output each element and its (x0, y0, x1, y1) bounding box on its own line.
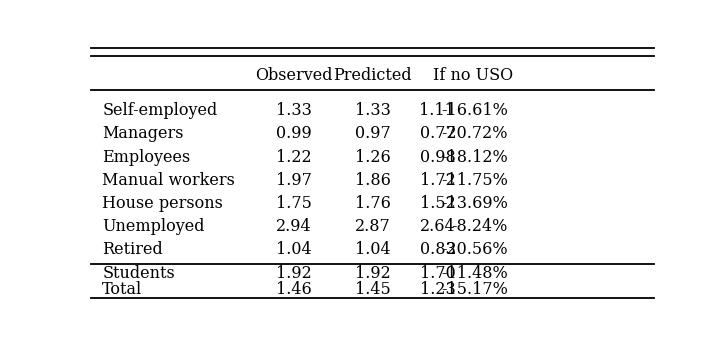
Text: 1.72: 1.72 (419, 172, 455, 189)
Text: 1.92: 1.92 (355, 265, 390, 281)
Text: 1.26: 1.26 (355, 149, 390, 166)
Text: 1.22: 1.22 (276, 149, 312, 166)
Text: -8.24%: -8.24% (451, 218, 508, 235)
Text: 1.52: 1.52 (419, 195, 455, 212)
Text: Unemployed: Unemployed (102, 218, 204, 235)
Text: 1.04: 1.04 (276, 241, 312, 258)
Text: 1.86: 1.86 (355, 172, 390, 189)
Text: 1.92: 1.92 (276, 265, 312, 281)
Text: 1.11: 1.11 (419, 102, 455, 119)
Text: 2.94: 2.94 (276, 218, 312, 235)
Text: -11.75%: -11.75% (441, 172, 508, 189)
Text: -20.72%: -20.72% (441, 126, 508, 143)
Text: 1.45: 1.45 (355, 281, 390, 299)
Text: 1.46: 1.46 (276, 281, 312, 299)
Text: -16.61%: -16.61% (441, 102, 508, 119)
Text: 0.99: 0.99 (276, 126, 312, 143)
Text: -11.48%: -11.48% (441, 265, 508, 281)
Text: 0.77: 0.77 (419, 126, 455, 143)
Text: 1.23: 1.23 (419, 281, 455, 299)
Text: -18.12%: -18.12% (441, 149, 508, 166)
Text: Students: Students (102, 265, 175, 281)
Text: House persons: House persons (102, 195, 223, 212)
Text: Managers: Managers (102, 126, 184, 143)
Text: 1.33: 1.33 (276, 102, 312, 119)
Text: 1.76: 1.76 (355, 195, 390, 212)
Text: 1.04: 1.04 (355, 241, 390, 258)
Text: 1.75: 1.75 (276, 195, 312, 212)
Text: If no USO: If no USO (433, 67, 513, 84)
Text: -13.69%: -13.69% (441, 195, 508, 212)
Text: Observed: Observed (255, 67, 332, 84)
Text: Predicted: Predicted (333, 67, 412, 84)
Text: Employees: Employees (102, 149, 190, 166)
Text: Total: Total (102, 281, 142, 299)
Text: Manual workers: Manual workers (102, 172, 235, 189)
Text: 0.97: 0.97 (355, 126, 390, 143)
Text: 1.33: 1.33 (355, 102, 390, 119)
Text: 1.70: 1.70 (419, 265, 455, 281)
Text: 2.64: 2.64 (419, 218, 455, 235)
Text: Self-employed: Self-employed (102, 102, 217, 119)
Text: 0.83: 0.83 (419, 241, 455, 258)
Text: -20.56%: -20.56% (441, 241, 508, 258)
Text: 1.97: 1.97 (276, 172, 312, 189)
Text: Retired: Retired (102, 241, 163, 258)
Text: 2.87: 2.87 (355, 218, 390, 235)
Text: 0.98: 0.98 (419, 149, 455, 166)
Text: -15.17%: -15.17% (441, 281, 508, 299)
